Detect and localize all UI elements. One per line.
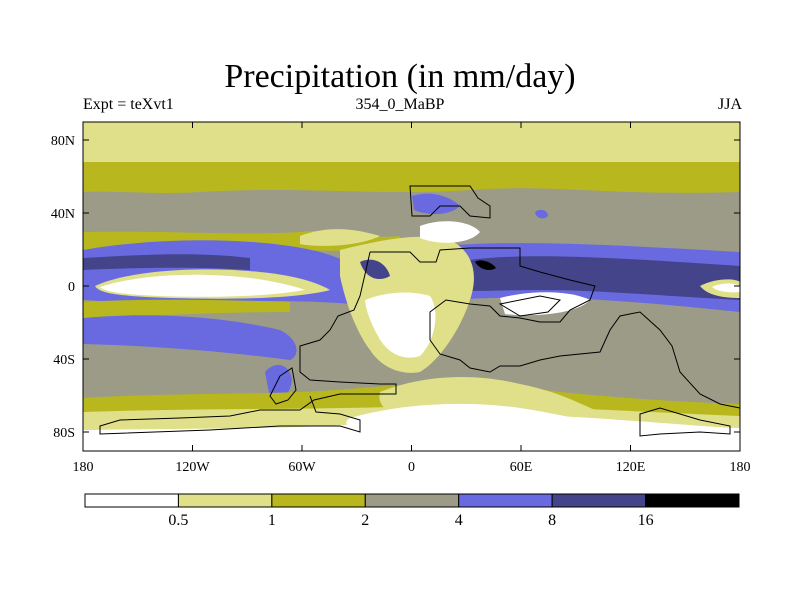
- time-label: 354_0_MaBP: [355, 96, 445, 113]
- pangaea-dry-white: [365, 292, 436, 358]
- band-s-grey-east: [460, 324, 740, 363]
- patch-n-tropic-yellow: [300, 229, 380, 246]
- colorbar-label: 8: [548, 512, 556, 529]
- coastlines: [99, 185, 740, 437]
- x-tick-label: 60W: [288, 460, 316, 475]
- y-tick-label: 40N: [51, 207, 75, 222]
- patch-s-white: [346, 403, 620, 440]
- y-tick-marks: [83, 139, 740, 433]
- x-tick-label: 0: [408, 460, 415, 475]
- colorbar-box: [84, 493, 179, 508]
- colorbar-box: [458, 493, 553, 508]
- colorbar-label: 4: [455, 512, 463, 529]
- band-north-polar: [83, 122, 740, 162]
- patch-small-blue: [535, 209, 548, 219]
- y-tick-label: 80N: [51, 134, 75, 149]
- patch-max-black: [475, 260, 496, 270]
- colorbar-label: 1: [268, 512, 276, 529]
- colorbar: 0.5 1 2 4 8 16: [84, 493, 740, 529]
- band-east-dark: [460, 256, 740, 300]
- x-tick-label: 60E: [510, 460, 533, 475]
- north-dry-white: [420, 221, 480, 243]
- y-tick-label: 40S: [53, 353, 75, 368]
- season-label: JJA: [717, 96, 742, 113]
- patch-s-blue: [265, 365, 292, 400]
- y-tick-label: 0: [68, 280, 75, 295]
- x-tick-label: 180: [73, 460, 94, 475]
- band-s-itcz-green: [83, 299, 290, 318]
- colorbar-box: [177, 493, 273, 508]
- colorbar-label: 16: [638, 512, 654, 529]
- x-tick-label: 180: [730, 460, 751, 475]
- band-north-mid: [83, 162, 740, 193]
- experiment-label: Expt = teXvt1: [83, 96, 174, 113]
- y-tick-label: 80S: [53, 426, 75, 441]
- band-itcz-dark: [83, 254, 250, 270]
- colorbar-box: [645, 493, 740, 508]
- colorbar-label: 0.5: [168, 512, 188, 529]
- colorbar-label: 2: [361, 512, 369, 529]
- dry-tongue-white: [100, 274, 305, 297]
- band-s-blue: [83, 315, 297, 360]
- east-dry-white: [500, 292, 590, 316]
- map-field: [83, 122, 740, 451]
- patch-n-blue: [412, 193, 460, 215]
- colorbar-box: [551, 493, 647, 508]
- colorbar-box: [271, 493, 366, 508]
- plot-title: Precipitation (in mm/day): [224, 58, 576, 95]
- x-tick-label: 120E: [616, 460, 646, 475]
- patch-far-east-white: [712, 283, 740, 293]
- x-tick-label: 120W: [175, 460, 210, 475]
- colorbar-box: [364, 493, 460, 508]
- x-tick-marks: [82, 122, 741, 451]
